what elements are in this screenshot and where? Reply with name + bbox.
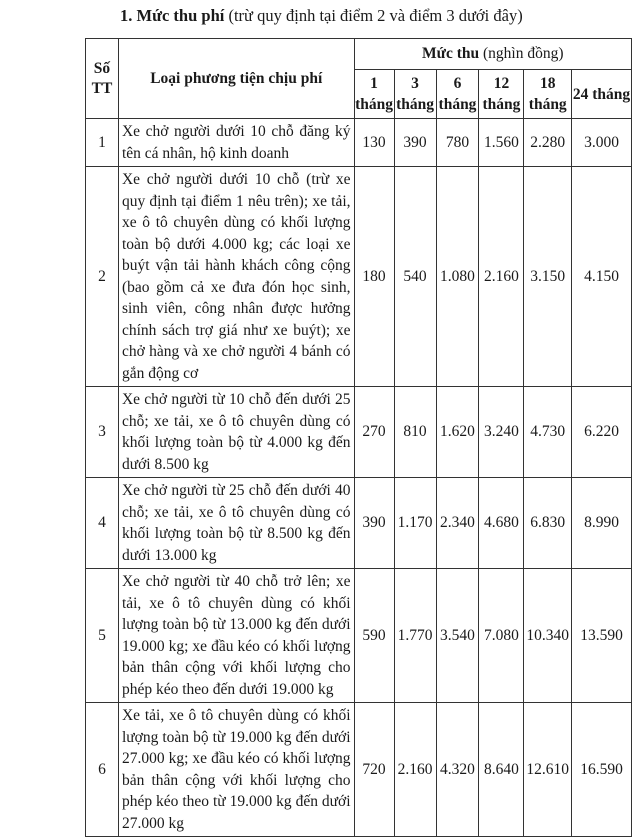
fee-value: 1.170	[393, 477, 437, 569]
row-number: 6	[85, 702, 119, 837]
fee-value: 4.730	[523, 386, 573, 478]
fee-value: 590	[353, 568, 395, 703]
table-row: 5 Xe chở người từ 40 chỗ trở lên; xe tải,…	[85, 568, 632, 703]
row-number: 4	[85, 477, 119, 569]
fee-value: 180	[353, 166, 395, 387]
fee-value: 4.320	[435, 702, 480, 837]
header-fee-unit: (nghìn đồng)	[479, 45, 564, 63]
row-number: 5	[85, 568, 119, 703]
fee-value: 3.150	[523, 166, 573, 387]
fee-value: 1.620	[435, 386, 480, 478]
fee-value: 10.340	[523, 568, 573, 703]
fee-value: 3.240	[478, 386, 525, 478]
fee-value: 8.990	[571, 477, 632, 569]
fee-value: 16.590	[571, 702, 632, 837]
fee-value: 780	[435, 118, 480, 167]
fee-value: 2.160	[478, 166, 525, 387]
fee-value: 720	[353, 702, 395, 837]
fee-value: 130	[353, 118, 395, 167]
fee-value: 8.640	[478, 702, 525, 837]
fee-value: 1.770	[393, 568, 437, 703]
fee-value: 390	[393, 118, 437, 167]
fee-value: 6.830	[523, 477, 573, 569]
fee-value: 2.160	[393, 702, 437, 837]
vehicle-description: Xe chở người dưới 10 chỗ đăng ký tên cá …	[117, 118, 355, 167]
table-row: 4 Xe chở người từ 25 chỗ đến dưới 40 chỗ;…	[85, 477, 632, 569]
header-period: 1 tháng	[353, 69, 395, 119]
row-number: 1	[85, 118, 119, 167]
fee-value: 270	[353, 386, 395, 478]
table-row: 2 Xe chở người dưới 10 chỗ (trừ xe quy đị…	[85, 166, 632, 387]
table-row: 6 Xe tải, xe ô tô chuyên dùng có khối lượ…	[85, 702, 632, 837]
header-fee-label: Mức thu	[422, 45, 480, 63]
vehicle-description: Xe chở người từ 10 chỗ đến dưới 25 chỗ; …	[117, 386, 355, 478]
fee-value: 13.590	[571, 568, 632, 703]
fee-value: 540	[393, 166, 437, 387]
fee-value: 2.340	[435, 477, 480, 569]
row-number: 3	[85, 386, 119, 478]
section-heading: 1. Mức thu phí (trừ quy định tại điểm 2 …	[120, 6, 620, 26]
header-vehicle-type: Loại phương tiện chịu phí	[117, 38, 355, 119]
vehicle-description: Xe chở người từ 40 chỗ trở lên; xe tải, …	[117, 568, 355, 703]
fee-value: 390	[353, 477, 395, 569]
header-period: 3 tháng	[393, 69, 437, 119]
fee-value: 4.150	[571, 166, 632, 387]
header-period: 6 tháng	[435, 69, 480, 119]
header-stt: Số TT	[85, 38, 119, 119]
heading-rest: (trừ quy định tại điểm 2 và điểm 3 dưới …	[224, 6, 523, 25]
heading-bold: 1. Mức thu phí	[120, 6, 225, 25]
fee-value: 3.000	[571, 118, 632, 167]
fee-value: 810	[393, 386, 437, 478]
fee-value: 4.680	[478, 477, 525, 569]
fee-value: 6.220	[571, 386, 632, 478]
table-row: 1 Xe chở người dưới 10 chỗ đăng ký tên cá…	[85, 118, 632, 167]
header-fee: Mức thu (nghìn đồng)	[353, 38, 633, 70]
fee-value: 1.560	[478, 118, 525, 167]
fee-value: 12.610	[523, 702, 573, 837]
fee-value: 3.540	[435, 568, 480, 703]
fee-value: 2.280	[523, 118, 573, 167]
header-period: 18 tháng	[523, 69, 573, 119]
fee-value: 1.080	[435, 166, 480, 387]
header-period: 12 tháng	[478, 69, 525, 119]
row-number: 2	[85, 166, 119, 387]
fee-table: Số TT Loại phương tiện chịu phí Mức thu …	[85, 38, 633, 837]
table-row: 3 Xe chở người từ 10 chỗ đến dưới 25 chỗ;…	[85, 386, 632, 478]
header-period: 24 tháng	[571, 69, 632, 119]
fee-value: 7.080	[478, 568, 525, 703]
vehicle-description: Xe chở người dưới 10 chỗ (trừ xe quy địn…	[117, 166, 355, 387]
vehicle-description: Xe chở người từ 25 chỗ đến dưới 40 chỗ; …	[117, 477, 355, 569]
vehicle-description: Xe tải, xe ô tô chuyên dùng có khối lượn…	[117, 702, 355, 837]
